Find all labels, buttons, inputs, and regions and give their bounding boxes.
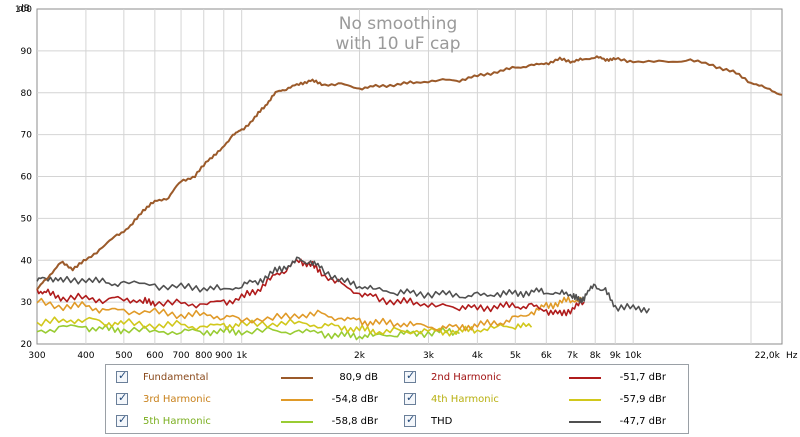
chart-title-line-2: with 10 uF cap: [335, 34, 460, 54]
legend-swatch-2nd-harmonic: [569, 377, 601, 379]
legend-item-thd: ✓ THD -47,7 dBr: [404, 411, 694, 433]
x-tick-label: 22,0k: [755, 351, 781, 361]
x-tick-label: 400: [77, 351, 94, 361]
check-icon: ✓: [406, 369, 416, 382]
x-tick-label: 5k: [510, 351, 522, 361]
2nd-harmonic-checkbox[interactable]: ✓: [404, 369, 416, 383]
x-tick-label: 700: [172, 351, 189, 361]
x-axis-tick-labels: 300 400 500 600 700 800 900 1k 2k 3k 4k 5k 6k 7k 8k 9k 1…: [28, 351, 780, 361]
x-tick-label: 600: [146, 351, 163, 361]
legend-row-3: ✓ 5th Harmonic -58,8 dBr ✓ THD -47,7 dBr: [106, 411, 688, 433]
x-tick-label: 3k: [423, 351, 435, 361]
check-icon: ✓: [406, 391, 416, 404]
y-tick-label: 70: [21, 131, 33, 141]
x-tick-label: 900: [215, 351, 232, 361]
check-icon: ✓: [406, 413, 416, 426]
legend: ✓ Fundamental 80,9 dB ✓ 2nd Harmonic -51…: [105, 364, 689, 434]
legend-item-5th-harmonic: ✓ 5th Harmonic -58,8 dBr: [116, 411, 406, 433]
4th-harmonic-checkbox[interactable]: ✓: [404, 391, 416, 405]
legend-swatch-4th-harmonic: [569, 399, 601, 401]
legend-row-2: ✓ 3rd Harmonic -54,8 dBr ✓ 4th Harmonic …: [106, 389, 688, 411]
x-tick-label: 4k: [472, 351, 484, 361]
grid-lines: [37, 9, 782, 344]
series-line-4th-harmonic: [36, 316, 533, 337]
legend-value-fundamental: 80,9 dB: [339, 372, 378, 383]
x-tick-label: 500: [115, 351, 132, 361]
legend-item-fundamental: ✓ Fundamental 80,9 dB: [116, 367, 406, 389]
series-line-fundamental: [36, 55, 783, 291]
x-tick-label: 7k: [567, 351, 579, 361]
x-axis-unit-label: Hz: [786, 351, 798, 361]
legend-label-3rd-harmonic: 3rd Harmonic: [143, 394, 211, 405]
series-line-2nd-harmonic: [36, 258, 585, 317]
y-tick-label: 100: [15, 5, 32, 15]
x-tick-label: 300: [28, 351, 45, 361]
y-tick-label: 40: [21, 256, 33, 266]
fundamental-checkbox[interactable]: ✓: [116, 369, 128, 383]
y-tick-label: 90: [21, 47, 33, 57]
legend-label-4th-harmonic: 4th Harmonic: [431, 394, 499, 405]
y-tick-label: 30: [21, 298, 33, 308]
x-tick-label: 800: [195, 351, 212, 361]
legend-item-3rd-harmonic: ✓ 3rd Harmonic -54,8 dBr: [116, 389, 406, 411]
y-tick-label: 60: [21, 173, 33, 183]
legend-value-3rd-harmonic: -54,8 dBr: [331, 394, 378, 405]
chart-title-line-1: No smoothing: [339, 14, 457, 34]
5th-harmonic-checkbox[interactable]: ✓: [116, 413, 128, 427]
legend-value-4th-harmonic: -57,9 dBr: [619, 394, 666, 405]
legend-swatch-fundamental: [281, 377, 313, 379]
thd-checkbox[interactable]: ✓: [404, 413, 416, 427]
legend-item-4th-harmonic: ✓ 4th Harmonic -57,9 dBr: [404, 389, 694, 411]
x-tick-label: 2k: [354, 351, 366, 361]
y-tick-label: 80: [21, 89, 33, 99]
check-icon: ✓: [118, 391, 128, 404]
y-axis-label: dB: [18, 4, 30, 14]
frequency-response-chart: 20 30 40 50 60 70 80 90 100 300 400 500 600 700 800 90…: [15, 4, 798, 361]
x-tick-label: 9k: [610, 351, 622, 361]
legend-label-5th-harmonic: 5th Harmonic: [143, 416, 211, 427]
legend-label-fundamental: Fundamental: [143, 372, 209, 383]
y-tick-label: 50: [21, 214, 33, 224]
check-icon: ✓: [118, 413, 128, 426]
x-tick-label: 6k: [541, 351, 553, 361]
y-tick-label: 20: [21, 340, 33, 350]
legend-value-5th-harmonic: -58,8 dBr: [331, 416, 378, 427]
legend-swatch-5th-harmonic: [281, 421, 313, 423]
x-tick-label: 10k: [625, 351, 642, 361]
x-tick-label: 1k: [236, 351, 248, 361]
legend-swatch-3rd-harmonic: [281, 399, 313, 401]
3rd-harmonic-checkbox[interactable]: ✓: [116, 391, 128, 405]
series-lines: [36, 55, 783, 341]
legend-value-2nd-harmonic: -51,7 dBr: [619, 372, 666, 383]
check-icon: ✓: [118, 369, 128, 382]
y-axis-tick-labels: 20 30 40 50 60 70 80 90 100: [15, 5, 32, 350]
series-line-thd: [36, 256, 651, 314]
legend-label-thd: THD: [431, 416, 453, 427]
legend-row-1: ✓ Fundamental 80,9 dB ✓ 2nd Harmonic -51…: [106, 367, 688, 389]
legend-value-thd: -47,7 dBr: [619, 416, 666, 427]
legend-item-2nd-harmonic: ✓ 2nd Harmonic -51,7 dBr: [404, 367, 694, 389]
series-line-3rd-harmonic: [36, 296, 585, 332]
x-tick-label: 8k: [590, 351, 602, 361]
legend-swatch-thd: [569, 421, 601, 423]
series-line-5th-harmonic: [36, 324, 460, 341]
legend-label-2nd-harmonic: 2nd Harmonic: [431, 372, 502, 383]
